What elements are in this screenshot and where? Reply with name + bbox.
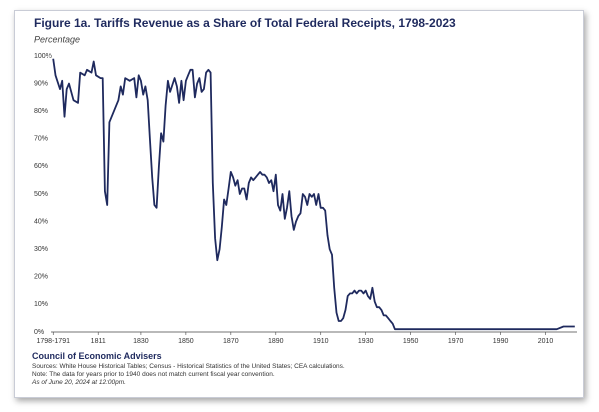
source-note: Note: The data for years prior to 1940 d…	[32, 371, 275, 378]
source-org: Council of Economic Advisers	[32, 351, 162, 361]
x-tick-label: 1910	[313, 338, 329, 345]
y-tick-label: 50%	[34, 191, 48, 198]
x-tick-label: 1830	[133, 338, 149, 345]
x-tick-label: 1990	[493, 338, 509, 345]
x-tick-label: 1850	[178, 338, 194, 345]
chart-title: Figure 1a. Tariffs Revenue as a Share of…	[34, 16, 456, 30]
x-tick-label: 1930	[358, 338, 374, 345]
x-tick-label: 1811	[91, 338, 106, 345]
y-tick-label: 90%	[34, 80, 48, 87]
y-tick-label: 30%	[34, 246, 48, 253]
y-tick-label: 60%	[34, 163, 48, 170]
x-tick-label: 2010	[538, 338, 554, 345]
source-note: Sources: White House Historical Tables; …	[32, 363, 345, 370]
y-tick-label: 10%	[34, 301, 48, 308]
y-tick-label: 100%	[34, 53, 52, 60]
y-tick-label: 70%	[34, 136, 48, 143]
data-line	[52, 58, 575, 331]
x-tick-label: 1970	[448, 338, 464, 345]
y-tick-label: 20%	[34, 274, 48, 281]
y-tick-label: 80%	[34, 108, 48, 115]
y-tick-label: 40%	[34, 218, 48, 225]
x-tick-label: 1890	[268, 338, 284, 345]
card	[14, 10, 584, 398]
source-note: As of June 20, 2024 at 12:00pm.	[32, 379, 126, 386]
x-tick-label: 1870	[223, 338, 239, 345]
chart-subtitle: Percentage	[34, 34, 80, 44]
y-tick-label: 0%	[34, 329, 44, 336]
x-tick-label: 1798-1791	[37, 338, 71, 345]
x-tick-label: 1950	[403, 338, 419, 345]
